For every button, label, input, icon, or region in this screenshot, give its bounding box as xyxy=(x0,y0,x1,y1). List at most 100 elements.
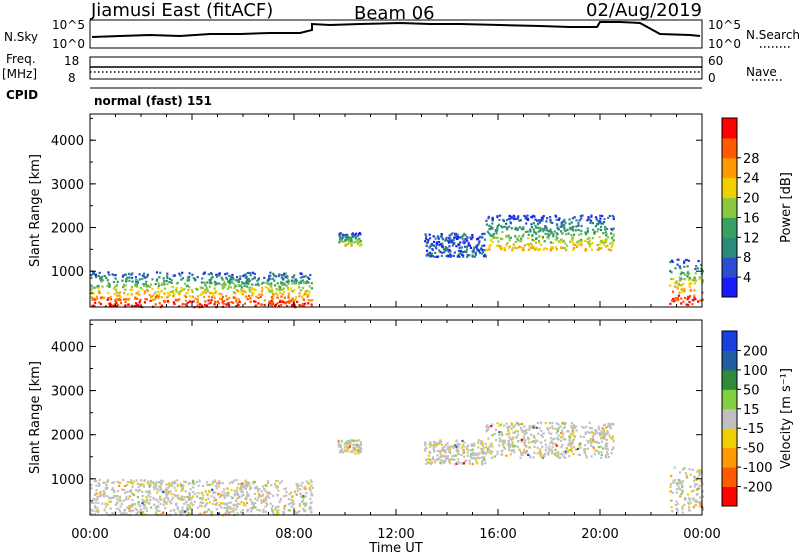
velocity-echo-cell xyxy=(512,425,515,429)
power-echo-cell xyxy=(292,300,295,303)
power-echo-cell xyxy=(130,304,133,307)
power-echo-cell xyxy=(307,293,310,296)
velocity-echo-cell xyxy=(448,448,451,451)
power-echo-cell xyxy=(274,292,277,295)
velocity-echo-cell xyxy=(557,454,560,457)
velocity-echo-cell xyxy=(694,483,697,486)
velocity-echo-cell xyxy=(569,432,572,435)
power-echo-cell xyxy=(516,217,519,220)
velocity-echo-cell xyxy=(566,430,569,433)
power-echo-cell xyxy=(686,265,689,268)
velocity-echo-cell xyxy=(147,501,150,505)
velocity-echo-cell xyxy=(466,454,469,457)
power-echo-cell xyxy=(577,222,580,225)
velocity-echo-cell xyxy=(123,508,126,512)
power-echo-cell xyxy=(481,248,484,252)
power-echo-cell xyxy=(447,250,450,253)
velocity-echo-cell xyxy=(466,451,469,454)
power-echo-cell xyxy=(450,233,453,236)
velocity-echo-cell xyxy=(686,493,690,496)
power-echo-cell xyxy=(539,227,542,230)
power-echo-cell xyxy=(254,289,257,292)
velocity-echo-cell xyxy=(309,506,312,509)
power-echo-cell xyxy=(524,230,528,233)
velocity-echo-cell xyxy=(145,496,148,499)
power-echo-cell xyxy=(574,243,577,246)
power-echo-cell xyxy=(489,239,492,242)
velocity-echo-cell xyxy=(575,448,578,451)
power-echo-cell xyxy=(254,300,257,303)
power-echo-cell xyxy=(339,238,342,241)
velocity-echo-cell xyxy=(552,438,555,441)
power-colorbar-tick-label: 20 xyxy=(743,192,760,207)
velocity-echo-cell xyxy=(669,485,672,488)
power-echo-cell xyxy=(514,218,517,221)
power-echo-cell xyxy=(566,228,569,232)
power-echo-cell xyxy=(687,278,691,282)
power-echo-cell xyxy=(135,280,138,284)
velocity-echo-cell xyxy=(232,503,235,507)
velocity-echo-cell xyxy=(683,467,686,470)
power-echo-cell xyxy=(281,299,284,302)
power-echo-cell xyxy=(580,242,583,245)
velocity-echo-cell xyxy=(522,438,525,441)
power-echo-cell xyxy=(286,286,289,289)
velocity-echo-cell xyxy=(201,491,204,494)
power-echo-cell xyxy=(276,293,279,296)
power-echo-cell xyxy=(125,279,128,282)
velocity-echo-cell xyxy=(239,487,242,490)
velocity-echo-cell xyxy=(276,509,279,512)
velocity-echo-cell xyxy=(519,423,522,426)
power-echo-cell xyxy=(270,288,273,291)
velocity-echo-cell xyxy=(288,492,291,496)
velocity-echo-cell xyxy=(244,479,247,482)
velocity-echo-cell xyxy=(176,508,179,511)
velocity-echo-cell xyxy=(559,439,563,442)
power-echo-cell xyxy=(477,250,480,253)
velocity-echo-cell xyxy=(360,448,363,451)
velocity-echo-cell xyxy=(692,498,695,501)
velocity-echo-cell xyxy=(533,436,536,439)
velocity-echo-cell xyxy=(290,491,293,494)
velocity-echo-cell xyxy=(125,512,128,515)
velocity-echo-cell xyxy=(269,492,272,496)
power-echo-cell xyxy=(523,244,526,247)
velocity-echo-cell xyxy=(516,445,519,448)
velocity-colorbar-band xyxy=(722,467,737,488)
velocity-echo-cell xyxy=(166,489,169,492)
velocity-echo-cell xyxy=(199,512,202,515)
power-echo-cell xyxy=(520,237,523,240)
velocity-echo-cell xyxy=(132,480,135,483)
velocity-echo-cell xyxy=(572,439,575,442)
velocity-echo-cell xyxy=(600,437,603,440)
power-echo-cell xyxy=(481,251,485,254)
power-echo-cell xyxy=(480,247,483,250)
velocity-echo-cell xyxy=(348,439,352,442)
velocity-echo-cell xyxy=(101,493,105,496)
power-echo-cell xyxy=(556,237,559,240)
power-echo-cell xyxy=(553,230,556,233)
velocity-echo-cell xyxy=(441,447,444,450)
power-echo-cell xyxy=(606,227,609,230)
velocity-echo-cell xyxy=(183,496,186,499)
power-echo-cell xyxy=(109,298,112,301)
velocity-echo-cell xyxy=(339,445,342,448)
power-echo-cell xyxy=(270,295,273,299)
velocity-echo-cell xyxy=(242,493,245,496)
velocity-echo-cell xyxy=(602,430,606,433)
power-echo-cell xyxy=(563,226,566,229)
power-echo-cell xyxy=(435,242,438,245)
power-echo-cell xyxy=(507,217,510,221)
velocity-echo-cell xyxy=(143,507,146,510)
velocity-echo-cell xyxy=(439,440,442,444)
power-echo-cell xyxy=(444,249,447,252)
velocity-echo-cell xyxy=(183,480,186,483)
velocity-echo-cell xyxy=(508,436,511,439)
power-echo-cell xyxy=(670,271,673,274)
power-echo-cell xyxy=(107,271,110,274)
velocity-echo-cell xyxy=(699,469,702,472)
freq-tick-bottom: 8 xyxy=(68,71,76,85)
velocity-echo-cell xyxy=(234,508,237,511)
power-echo-cell xyxy=(180,286,183,290)
velocity-echo-cell xyxy=(676,509,679,512)
